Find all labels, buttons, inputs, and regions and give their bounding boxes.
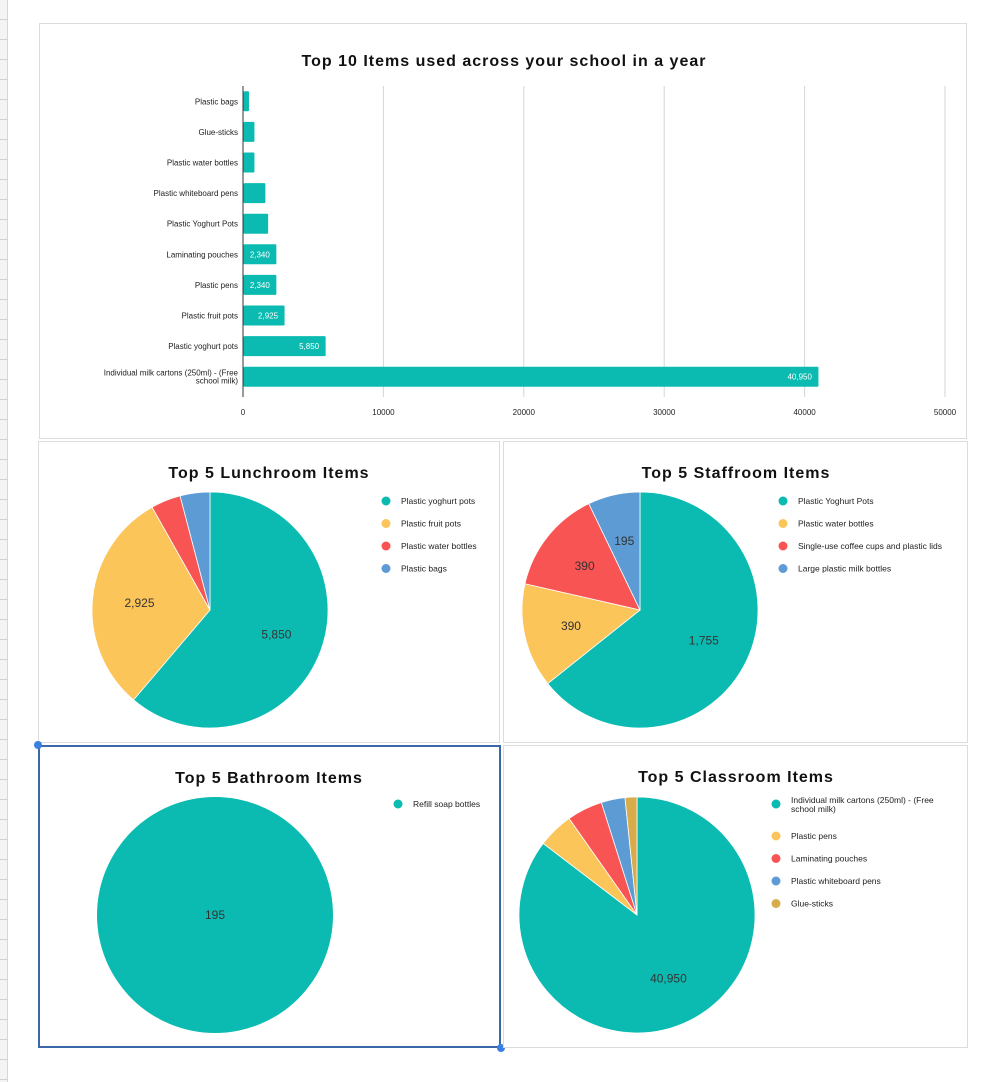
- data-label: 2,925: [258, 312, 279, 321]
- chart-title: Top 5 Staffroom Items: [642, 465, 831, 482]
- legend-label: Large plastic milk bottles: [798, 564, 891, 574]
- slice-label: 1,755: [689, 634, 719, 648]
- slice-label: 195: [614, 534, 634, 548]
- pie-slice: [547, 491, 759, 729]
- bar: [243, 274, 277, 295]
- bathroom-pie-chart: Top 5 Bathroom Items 195 Refill soap bottl…: [97, 770, 480, 1033]
- bar: [243, 183, 266, 204]
- legend-marker: [771, 854, 781, 863]
- data-label: 2,340: [250, 250, 271, 259]
- data-label: 2,340: [250, 281, 271, 290]
- resize-handle-bottom-right[interactable]: [497, 1044, 505, 1052]
- legend-label: Plastic Yoghurt Pots: [798, 496, 874, 506]
- pie-slice: [588, 491, 641, 611]
- category-label: Plastic pens: [195, 281, 238, 290]
- slice-label: 40,950: [650, 971, 687, 985]
- chart-title: Top 5 Bathroom Items: [175, 770, 363, 787]
- legend-label: Plastic fruit pots: [401, 519, 461, 529]
- legend-marker: [381, 564, 391, 573]
- bar: [243, 366, 819, 387]
- legend-marker: [778, 496, 788, 506]
- chart-title: Top 5 Lunchroom Items: [168, 465, 369, 482]
- legend-marker: [381, 541, 391, 551]
- bar-chart: Top 10 Items used across your school in …: [104, 53, 957, 417]
- legend-label: Plastic water bottles: [798, 519, 874, 529]
- legend-label: Glue-sticks: [791, 899, 833, 909]
- resize-handle-top-left[interactable]: [34, 741, 42, 749]
- legend-marker: [771, 799, 781, 809]
- row-gutter: [0, 0, 8, 1082]
- classroom-pie-chart: Top 5 Classroom Items 40,950 Individual mi…: [518, 769, 934, 1034]
- bar: [243, 244, 277, 265]
- bar-chart-panel[interactable]: Top 10 Items used across your school in …: [39, 23, 967, 439]
- pie-slice: [179, 491, 211, 611]
- legend-label: Refill soap bottles: [413, 799, 480, 809]
- category-label: Plastic Yoghurt Pots: [167, 220, 238, 229]
- slice-label: 5,850: [261, 627, 291, 641]
- pie-slice: [521, 583, 641, 685]
- lunchroom-pie-chart: Top 5 Lunchroom Items 5,850 2,925 Plastic y…: [91, 465, 477, 729]
- bar: [243, 152, 255, 173]
- legend-marker: [778, 564, 788, 573]
- category-label: Laminating pouches: [166, 250, 238, 259]
- pie-slice: [91, 506, 211, 701]
- x-tick-label: 0: [241, 408, 246, 417]
- legend-marker: [771, 876, 781, 886]
- x-tick-label: 30000: [653, 408, 676, 417]
- legend-marker: [381, 519, 391, 528]
- legend-label: Plastic yoghurt pots: [401, 496, 475, 506]
- data-label: 40,950: [787, 373, 812, 382]
- data-label: 5,850: [299, 342, 320, 351]
- classroom-chart-panel[interactable]: Top 5 Classroom Items 40,950 Individual mi…: [503, 745, 968, 1048]
- pie-slice: [132, 491, 329, 729]
- staffroom-pie-chart: Top 5 Staffroom Items 1,755 390 390 195 Plast…: [521, 465, 942, 729]
- bar: [243, 213, 269, 234]
- legend-label: Plastic bags: [401, 564, 447, 574]
- chart-title: Top 5 Classroom Items: [638, 769, 834, 786]
- staffroom-chart-panel[interactable]: Top 5 Staffroom Items 1,755 390 390 195 Plast…: [503, 441, 968, 743]
- slice-label: 390: [575, 559, 595, 573]
- slice-label: 390: [561, 619, 581, 633]
- legend-marker: [381, 496, 391, 506]
- pie-slice: [97, 797, 333, 1033]
- bar: [243, 121, 255, 142]
- x-tick-label: 40000: [793, 408, 816, 417]
- category-label: Plastic bags: [195, 97, 238, 106]
- lunchroom-chart-panel[interactable]: Top 5 Lunchroom Items 5,850 2,925 Plastic y…: [38, 441, 500, 743]
- bar: [243, 336, 326, 357]
- category-label: Plastic fruit pots: [182, 312, 238, 321]
- x-tick-label: 50000: [934, 408, 957, 417]
- category-label: Plastic whiteboard pens: [154, 189, 239, 198]
- category-label: Plastic yoghurt pots: [168, 342, 238, 351]
- bar: [243, 305, 285, 326]
- slice-label: 195: [205, 908, 225, 922]
- bar: [243, 91, 249, 112]
- legend-label: Plastic water bottles: [401, 541, 477, 551]
- legend-label: Laminating pouches: [791, 854, 867, 864]
- category-label: Individual milk cartons (250ml) - (Free s…: [104, 369, 239, 386]
- category-label: Plastic water bottles: [167, 159, 238, 168]
- x-tick-label: 10000: [372, 408, 395, 417]
- pie-slice: [524, 503, 641, 611]
- legend-marker: [778, 541, 788, 551]
- legend-marker: [771, 899, 781, 908]
- slice-label: 2,925: [125, 596, 155, 610]
- pie-slice: [624, 796, 638, 916]
- bathroom-chart-panel[interactable]: Top 5 Bathroom Items 195 Refill soap bottl…: [38, 745, 501, 1048]
- legend-label: Plastic pens: [791, 831, 837, 841]
- legend-marker: [771, 831, 781, 841]
- category-label: Glue-sticks: [198, 128, 238, 137]
- legend-label: Individual milk cartons (250ml) - (Free s…: [791, 795, 934, 814]
- x-tick-label: 20000: [513, 408, 536, 417]
- legend-label: Plastic whiteboard pens: [791, 876, 881, 886]
- legend-marker: [393, 799, 403, 809]
- chart-title: Top 10 Items used across your school in …: [302, 53, 707, 70]
- legend-label: Single-use coffee cups and plastic lids: [798, 541, 942, 551]
- legend-marker: [778, 519, 788, 528]
